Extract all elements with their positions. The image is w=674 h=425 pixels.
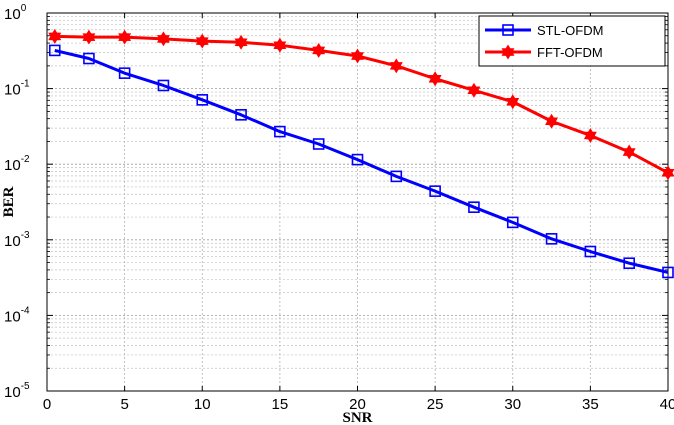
y-tick-base: 10 <box>4 6 21 23</box>
data-point-stl-ofdm <box>468 201 480 213</box>
data-point-fft-ofdm <box>389 58 403 74</box>
data-point-fft-ofdm <box>312 42 326 58</box>
data-point-stl-ofdm <box>623 257 635 270</box>
x-tick-label: 40 <box>660 396 674 413</box>
data-point-fft-ofdm <box>583 128 597 143</box>
data-point-fft-ofdm <box>82 29 96 45</box>
data-point-stl-ofdm <box>274 125 286 138</box>
y-tick-base: 10 <box>4 384 21 401</box>
legend-label-stl-ofdm: STL-OFDM <box>537 23 603 38</box>
data-point-fft-ofdm <box>506 94 520 110</box>
series-line-stl-ofdm <box>54 48 669 274</box>
data-point-stl-ofdm <box>48 44 61 57</box>
data-point-fft-ofdm <box>48 28 62 44</box>
data-point-stl-ofdm <box>390 170 403 183</box>
data-point-fft-ofdm <box>428 71 442 87</box>
data-point-stl-ofdm <box>118 67 131 79</box>
legend: STL-OFDM FFT-OFDM <box>478 15 666 67</box>
x-tick-label: 35 <box>582 396 599 413</box>
y-tick-exponent: -4 <box>21 305 30 316</box>
y-tick-exponent: -1 <box>21 79 30 90</box>
legend-marker-stl-ofdm <box>502 24 514 36</box>
x-tick-label: 10 <box>194 396 211 413</box>
data-point-stl-ofdm <box>196 94 209 106</box>
data-point-stl-ofdm <box>584 245 597 258</box>
x-tick-label: 5 <box>120 396 128 413</box>
y-tick-base: 10 <box>4 233 21 250</box>
y-tick-base: 10 <box>4 157 21 174</box>
x-axis-title: SNR <box>342 410 372 425</box>
data-point-fft-ofdm <box>273 37 287 53</box>
x-tick-label: 30 <box>504 396 521 413</box>
series-stl-ofdm <box>48 44 674 279</box>
data-point-fft-ofdm <box>118 29 132 45</box>
y-axis-title: BER <box>1 186 17 217</box>
data-point-fft-ofdm <box>156 31 170 47</box>
y-tick-exponent: -2 <box>21 154 30 165</box>
x-tick-label: 20 <box>349 396 366 413</box>
y-tick-base: 10 <box>4 308 21 325</box>
data-point-fft-ofdm <box>234 34 248 50</box>
data-point-fft-ofdm <box>622 144 636 160</box>
data-point-stl-ofdm <box>351 153 364 166</box>
x-tick-label: 25 <box>427 396 444 413</box>
y-tick-label: 10-2 <box>4 154 30 174</box>
data-point-fft-ofdm <box>545 113 559 129</box>
data-point-stl-ofdm <box>545 233 558 245</box>
series-fft-ofdm <box>48 28 674 181</box>
series-layer <box>48 28 674 279</box>
x-tick-label: 15 <box>272 396 289 413</box>
data-point-fft-ofdm <box>195 33 209 49</box>
y-tick-exponent: -3 <box>21 230 30 241</box>
data-point-stl-ofdm <box>83 52 95 65</box>
data-point-fft-ofdm <box>467 82 481 98</box>
data-point-stl-ofdm <box>312 138 325 150</box>
legend-label-fft-ofdm: FFT-OFDM <box>537 45 603 60</box>
data-point-fft-ofdm <box>351 48 364 64</box>
data-point-stl-ofdm <box>429 185 441 197</box>
y-tick-label: 10-1 <box>4 79 30 99</box>
data-point-stl-ofdm <box>506 216 519 229</box>
y-tick-label: 10-3 <box>4 230 30 250</box>
y-tick-label: 10-5 <box>4 381 30 401</box>
legend-marker-fft-ofdm <box>501 44 515 60</box>
data-point-stl-ofdm <box>235 109 247 121</box>
data-point-stl-ofdm <box>157 79 170 92</box>
y-tick-exponent: -5 <box>21 381 30 392</box>
y-tick-label: 100 <box>4 3 27 23</box>
y-tick-label: 10-4 <box>4 305 30 325</box>
y-tick-exponent: 0 <box>21 3 27 14</box>
data-point-stl-ofdm <box>662 266 674 279</box>
x-tick-label: 0 <box>43 396 51 413</box>
y-tick-base: 10 <box>4 82 21 99</box>
